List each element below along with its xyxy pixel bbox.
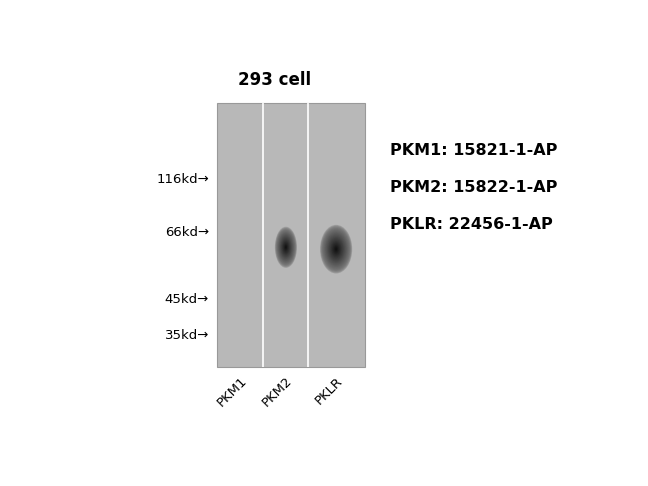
Ellipse shape xyxy=(279,234,293,260)
Ellipse shape xyxy=(280,236,292,258)
Ellipse shape xyxy=(323,230,349,269)
Text: 116kd→: 116kd→ xyxy=(156,174,209,187)
Text: PKM2: PKM2 xyxy=(260,375,295,410)
Ellipse shape xyxy=(325,231,348,267)
Ellipse shape xyxy=(285,246,286,249)
Ellipse shape xyxy=(323,229,349,269)
Ellipse shape xyxy=(276,229,295,265)
Ellipse shape xyxy=(279,234,294,261)
Ellipse shape xyxy=(320,225,353,274)
Ellipse shape xyxy=(330,241,341,257)
Ellipse shape xyxy=(280,236,292,259)
Ellipse shape xyxy=(329,239,343,260)
Ellipse shape xyxy=(282,240,290,255)
Ellipse shape xyxy=(281,237,292,258)
Ellipse shape xyxy=(283,241,289,254)
Text: 35kd→: 35kd→ xyxy=(165,329,209,342)
Ellipse shape xyxy=(283,241,290,254)
Ellipse shape xyxy=(277,231,294,263)
Text: PKM1: PKM1 xyxy=(215,375,250,410)
Ellipse shape xyxy=(335,247,337,251)
Ellipse shape xyxy=(281,238,291,257)
Text: PKLR: 22456-1-AP: PKLR: 22456-1-AP xyxy=(390,217,553,232)
Ellipse shape xyxy=(275,228,296,266)
Text: 66kd→: 66kd→ xyxy=(165,226,209,239)
Ellipse shape xyxy=(328,237,344,261)
Text: PKM1: 15821-1-AP: PKM1: 15821-1-AP xyxy=(390,142,557,157)
Ellipse shape xyxy=(324,230,349,268)
Ellipse shape xyxy=(330,240,342,258)
Ellipse shape xyxy=(284,243,288,251)
Ellipse shape xyxy=(329,238,343,260)
Ellipse shape xyxy=(325,233,347,265)
Ellipse shape xyxy=(275,226,297,268)
Ellipse shape xyxy=(327,236,345,262)
Ellipse shape xyxy=(278,233,294,261)
Ellipse shape xyxy=(284,244,288,251)
Ellipse shape xyxy=(284,245,287,249)
Ellipse shape xyxy=(276,229,296,266)
Ellipse shape xyxy=(281,239,290,256)
Ellipse shape xyxy=(279,235,292,260)
Text: 45kd→: 45kd→ xyxy=(165,293,209,306)
Text: PKM2: 15822-1-AP: PKM2: 15822-1-AP xyxy=(390,180,557,195)
Text: PKLR: PKLR xyxy=(313,375,345,407)
Ellipse shape xyxy=(277,231,295,264)
Ellipse shape xyxy=(326,234,346,264)
Ellipse shape xyxy=(334,246,338,252)
Ellipse shape xyxy=(322,228,350,270)
Ellipse shape xyxy=(284,244,287,250)
Bar xyxy=(216,103,365,367)
Ellipse shape xyxy=(327,235,346,264)
Ellipse shape xyxy=(281,238,291,256)
Ellipse shape xyxy=(325,232,347,266)
Ellipse shape xyxy=(321,227,351,271)
Ellipse shape xyxy=(332,243,340,256)
Text: 293 cell: 293 cell xyxy=(238,71,311,89)
Ellipse shape xyxy=(332,243,340,255)
Ellipse shape xyxy=(275,227,297,267)
Ellipse shape xyxy=(330,240,343,259)
Ellipse shape xyxy=(336,248,337,250)
Ellipse shape xyxy=(334,245,339,253)
Ellipse shape xyxy=(331,242,341,257)
Ellipse shape xyxy=(283,242,289,253)
Ellipse shape xyxy=(277,230,295,264)
Ellipse shape xyxy=(321,226,351,272)
Ellipse shape xyxy=(334,247,338,252)
Ellipse shape xyxy=(278,232,294,262)
Ellipse shape xyxy=(321,226,352,273)
Ellipse shape xyxy=(283,243,288,252)
Ellipse shape xyxy=(333,244,340,254)
Ellipse shape xyxy=(327,235,345,263)
